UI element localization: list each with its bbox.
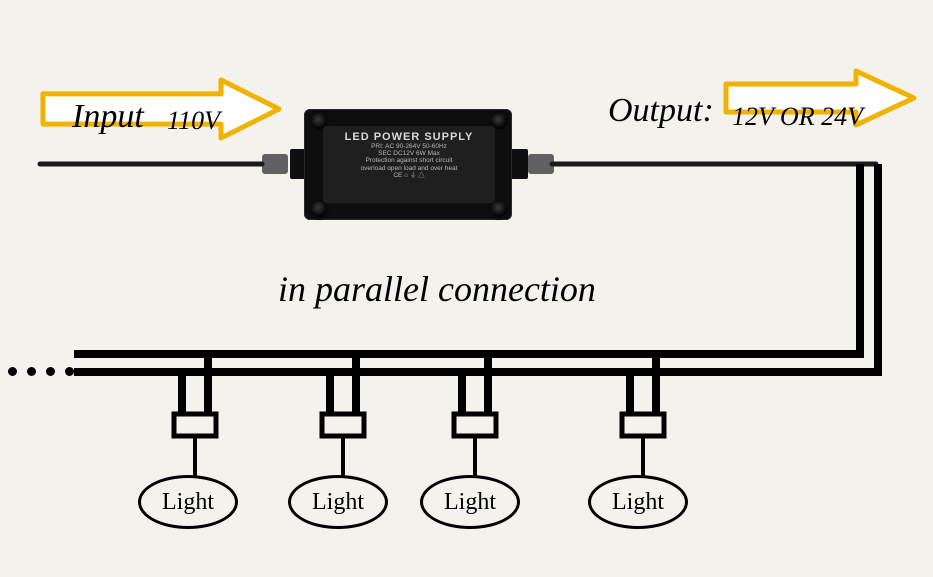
- continuation-dots-icon: [8, 367, 74, 376]
- light-node: Light: [588, 475, 688, 529]
- diagram-stage: Input 110V Output: 12V OR 24V in paralle…: [0, 0, 933, 577]
- light-node: Light: [288, 475, 388, 529]
- light-node: Light: [138, 475, 238, 529]
- light-node: Light: [420, 475, 520, 529]
